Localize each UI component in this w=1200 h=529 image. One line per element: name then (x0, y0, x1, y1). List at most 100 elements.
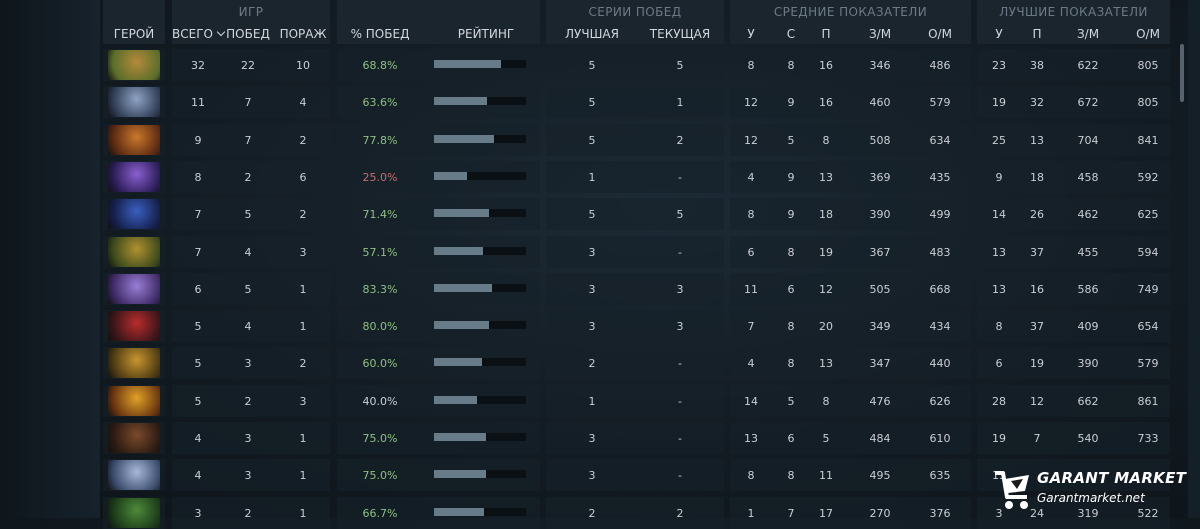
hero-portrait-7-icon[interactable] (108, 274, 160, 304)
column-rating[interactable]: РЕЙТИНГ (457, 27, 515, 41)
cell-avg-a: 13 (819, 171, 833, 184)
column-best-assists[interactable]: П (1032, 27, 1042, 41)
cell-avg-d: 9 (787, 171, 795, 184)
column-streak-current[interactable]: ТЕКУЩАЯ (649, 27, 711, 41)
hero-portrait-1-icon[interactable] (108, 50, 160, 80)
cell-avg-xpm: 483 (929, 246, 951, 259)
hero-portrait-11-icon[interactable] (108, 423, 160, 453)
cell-avg-k: 13 (744, 432, 758, 445)
cell-best-gpm: 462 (1077, 208, 1099, 221)
column-best-gpm[interactable]: З/М (1076, 27, 1100, 41)
column-wins[interactable]: ПОБЕД (226, 27, 270, 41)
row-background (172, 347, 330, 379)
cell-total: 7 (194, 246, 202, 259)
right-background (1188, 0, 1200, 518)
column-best-kills[interactable]: У (995, 27, 1003, 41)
cell-winrate: 68.8% (362, 59, 398, 72)
column-avg-assists[interactable]: П (821, 27, 831, 41)
cell-streak-best: 3 (588, 283, 596, 296)
cell-losses: 2 (299, 208, 307, 221)
cell-best-k: 13 (992, 283, 1006, 296)
row-background (977, 198, 1170, 230)
cell-best-a: 37 (1030, 246, 1044, 259)
cell-best-gpm: 458 (1077, 171, 1099, 184)
cell-winrate: 40.0% (362, 395, 398, 408)
cell-streak-best: 5 (588, 59, 596, 72)
hero-portrait-12-icon[interactable] (108, 460, 160, 490)
column-avg-deaths[interactable]: С (786, 27, 796, 41)
cell-avg-gpm: 369 (869, 171, 891, 184)
left-background (0, 0, 100, 518)
cell-avg-k: 12 (744, 96, 758, 109)
cell-best-xpm: 625 (1137, 208, 1159, 221)
cell-total: 4 (194, 432, 202, 445)
cell-avg-d: 8 (787, 320, 795, 333)
row-background (730, 459, 971, 491)
row-background (546, 347, 724, 379)
cell-winrate: 75.0% (362, 469, 398, 482)
column-hero[interactable]: ГЕРОЙ (113, 27, 155, 41)
column-total-sort[interactable]: ВСЕГО (172, 27, 226, 41)
cell-total: 5 (194, 395, 202, 408)
rating-bar-fill (434, 209, 489, 217)
cell-avg-d: 8 (787, 357, 795, 370)
cell-avg-xpm: 499 (929, 208, 951, 221)
row-background (730, 49, 971, 81)
cell-total: 9 (194, 134, 202, 147)
header-streaks-block (546, 0, 724, 44)
cell-best-k: 25 (992, 134, 1006, 147)
column-winrate[interactable]: % ПОБЕД (350, 27, 410, 41)
column-losses[interactable]: ПОРАЖ (279, 27, 327, 41)
column-avg-kills[interactable]: У (747, 27, 755, 41)
group-games-label: ИГР (238, 5, 264, 19)
row-background (977, 124, 1170, 156)
row-background (546, 236, 724, 268)
column-total-label: ВСЕГО (172, 27, 213, 41)
header-averages-block (730, 0, 971, 44)
cell-wins: 2 (244, 507, 252, 520)
cell-best-k: 14 (992, 208, 1006, 221)
hero-portrait-13-icon[interactable] (108, 498, 160, 528)
cell-wins: 7 (244, 134, 252, 147)
row-background (172, 49, 330, 81)
row-background (172, 385, 330, 417)
row-background (730, 347, 971, 379)
cell-best-gpm: 409 (1077, 320, 1099, 333)
rating-bar-fill (434, 97, 487, 105)
hero-portrait-5-icon[interactable] (108, 199, 160, 229)
cell-total: 5 (194, 320, 202, 333)
cell-avg-d: 8 (787, 469, 795, 482)
cell-avg-k: 1 (747, 507, 755, 520)
column-avg-gpm[interactable]: З/М (868, 27, 892, 41)
cell-total: 3 (194, 507, 202, 520)
hero-portrait-8-icon[interactable] (108, 311, 160, 341)
cell-streak-current: 5 (676, 208, 684, 221)
row-background (546, 198, 724, 230)
cell-avg-gpm: 390 (869, 208, 891, 221)
column-streak-best[interactable]: ЛУЧШАЯ (565, 27, 619, 41)
cell-avg-d: 6 (787, 283, 795, 296)
rating-bar-fill (434, 135, 494, 143)
cell-total: 11 (191, 96, 205, 109)
row-background (172, 273, 330, 305)
hero-portrait-9-icon[interactable] (108, 348, 160, 378)
cell-best-xpm: 805 (1137, 59, 1159, 72)
column-avg-xpm[interactable]: О/М (928, 27, 952, 41)
cell-best-gpm: 586 (1077, 283, 1099, 296)
cell-streak-best: 5 (588, 208, 596, 221)
header-winrate-block (337, 0, 540, 44)
scrollbar-thumb[interactable] (1180, 44, 1184, 102)
cell-losses: 1 (299, 469, 307, 482)
cell-avg-xpm: 435 (929, 171, 951, 184)
hero-portrait-6-icon[interactable] (108, 237, 160, 267)
cell-wins: 3 (244, 469, 252, 482)
cell-streak-current: - (678, 357, 682, 370)
hero-portrait-3-icon[interactable] (108, 125, 160, 155)
column-best-xpm[interactable]: О/М (1136, 27, 1160, 41)
rating-bar (434, 396, 526, 404)
cell-losses: 2 (299, 357, 307, 370)
hero-portrait-4-icon[interactable] (108, 162, 160, 192)
hero-portrait-2-icon[interactable] (108, 87, 160, 117)
cell-avg-d: 5 (787, 134, 795, 147)
hero-portrait-10-icon[interactable] (108, 386, 160, 416)
